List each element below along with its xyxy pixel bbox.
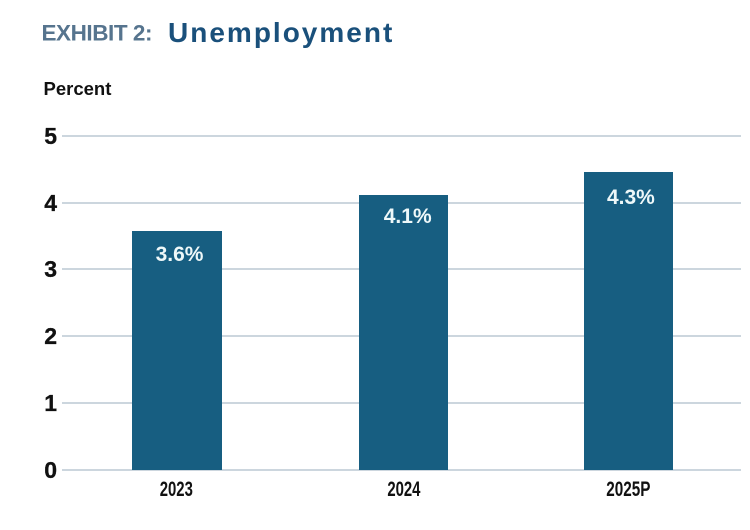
svg-text:2023: 2023 <box>160 478 193 501</box>
svg-text:2024: 2024 <box>387 478 420 501</box>
svg-text:2025P: 2025P <box>606 478 650 501</box>
